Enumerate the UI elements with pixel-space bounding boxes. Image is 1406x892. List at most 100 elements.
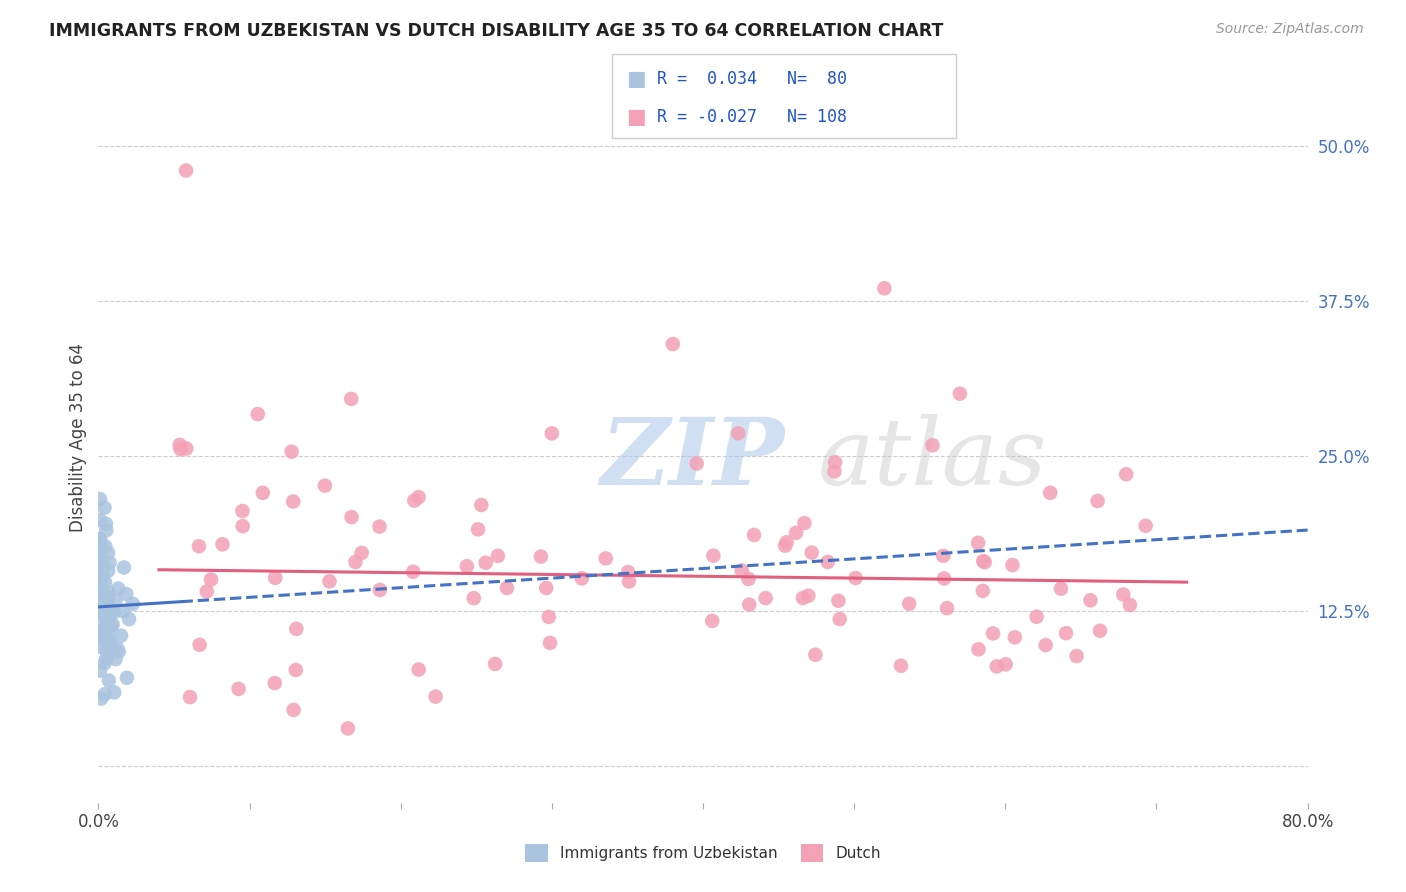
Point [425, 690, 447, 704]
Point [368, 582, 391, 597]
Point [97, 564, 120, 578]
Point [474, 556, 496, 570]
Point [89, 591, 111, 606]
Point [1035, 638, 1057, 652]
Point [263, 676, 285, 690]
Point [103, 685, 125, 699]
Point [283, 494, 305, 508]
Text: R =  0.034   N=  80: R = 0.034 N= 80 [657, 70, 846, 88]
Text: R = -0.027   N= 108: R = -0.027 N= 108 [657, 108, 846, 126]
Point [340, 510, 363, 524]
Point [89, 583, 111, 598]
Point [314, 478, 336, 492]
Point [97, 591, 120, 605]
Point [402, 565, 425, 579]
Text: atlas: atlas [818, 414, 1047, 504]
Point [105, 640, 128, 655]
Point [112, 560, 135, 574]
Point [90, 541, 112, 556]
Point [336, 722, 359, 736]
Point [93, 592, 115, 607]
Point [211, 537, 233, 551]
Point [110, 629, 132, 643]
Point [972, 583, 994, 598]
Point [737, 572, 759, 586]
Point [967, 536, 990, 550]
Point [1001, 558, 1024, 572]
Point [115, 671, 138, 685]
Point [89, 491, 111, 506]
Point [98, 637, 121, 651]
Point [1088, 624, 1111, 638]
Point [967, 642, 990, 657]
Point [1135, 518, 1157, 533]
Point [537, 610, 560, 624]
Point [89, 513, 111, 527]
Point [817, 555, 839, 569]
Point [934, 572, 956, 586]
Point [97, 546, 120, 560]
Point [617, 574, 640, 589]
Point [94, 621, 117, 635]
Point [534, 581, 557, 595]
Point [823, 464, 845, 478]
Point [195, 584, 218, 599]
Point [118, 612, 141, 626]
Point [1080, 593, 1102, 607]
Point [228, 681, 250, 696]
Point [731, 564, 754, 578]
Point [467, 522, 489, 536]
Point [107, 644, 129, 658]
Point [496, 581, 519, 595]
Point [264, 571, 287, 585]
Point [90, 606, 112, 620]
Point [994, 657, 1017, 672]
Point [104, 652, 127, 666]
Point [932, 549, 955, 563]
Point [1004, 631, 1026, 645]
Point [98, 556, 121, 570]
Point [350, 546, 373, 560]
Point [793, 516, 815, 530]
Point [91, 599, 114, 614]
Y-axis label: Disability Age 35 to 64: Disability Age 35 to 64 [69, 343, 87, 532]
Point [115, 587, 138, 601]
Text: IMMIGRANTS FROM UZBEKISTAN VS DUTCH DISABILITY AGE 35 TO 64 CORRELATION CHART: IMMIGRANTS FROM UZBEKISTAN VS DUTCH DISA… [49, 22, 943, 40]
Point [179, 690, 201, 705]
Point [1054, 626, 1077, 640]
Point [94, 629, 117, 643]
Point [617, 565, 640, 579]
Point [89, 536, 111, 550]
Point [94, 540, 117, 554]
Point [90, 545, 112, 559]
Point [280, 444, 302, 458]
Point [775, 535, 797, 549]
Point [100, 619, 122, 633]
Point [174, 163, 197, 178]
Text: ■: ■ [626, 69, 645, 89]
Point [1087, 494, 1109, 508]
Text: ZIP: ZIP [600, 414, 785, 504]
Point [93, 591, 115, 605]
Point [90, 551, 112, 566]
Point [169, 442, 191, 457]
Point [661, 337, 683, 351]
Point [246, 407, 269, 421]
Point [1119, 598, 1142, 612]
Point [804, 648, 827, 662]
Point [96, 651, 118, 665]
Point [936, 601, 959, 615]
Point [93, 500, 115, 515]
Text: ■: ■ [626, 107, 645, 127]
Point [368, 519, 391, 533]
Point [188, 638, 211, 652]
Point [94, 687, 117, 701]
Point [530, 549, 553, 564]
Point [727, 426, 749, 441]
Point [571, 571, 593, 585]
Point [232, 519, 254, 533]
Point [1025, 609, 1047, 624]
Point [90, 555, 112, 569]
Point [702, 549, 724, 563]
Point [90, 640, 112, 654]
